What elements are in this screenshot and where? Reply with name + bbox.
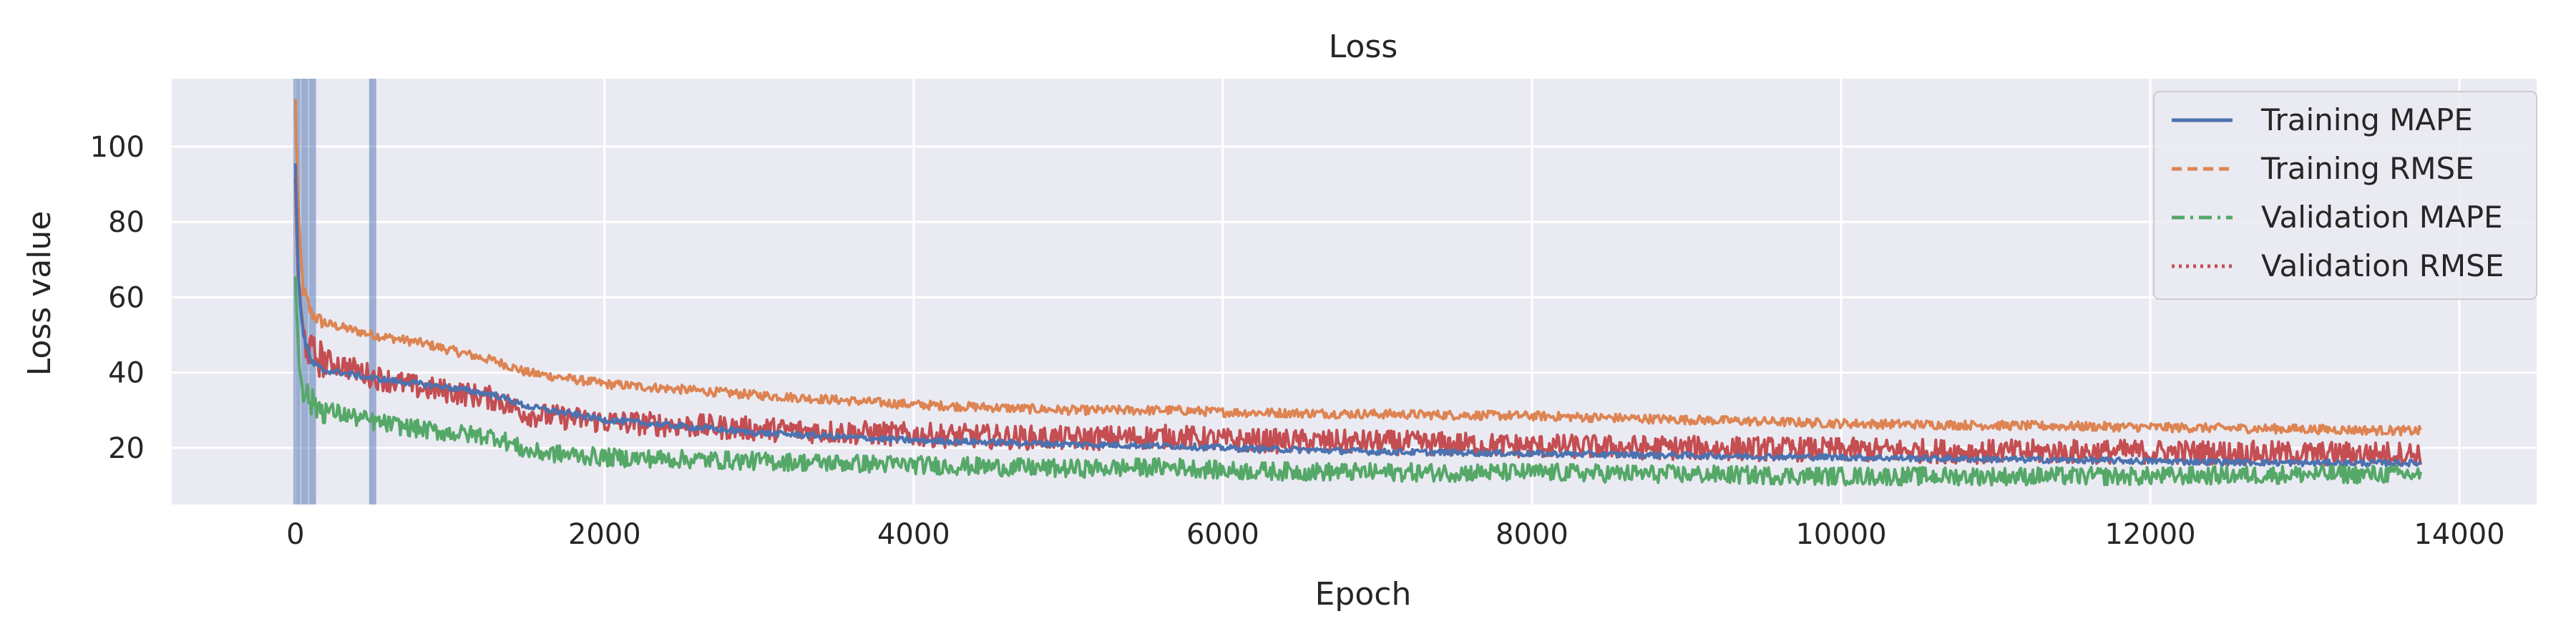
legend-items: Training MAPE Training RMSE Validation MAP… bbox=[2172, 102, 2504, 283]
x-tick-label: 2000 bbox=[568, 518, 641, 551]
x-tick-label: 6000 bbox=[1186, 518, 1259, 551]
y-tick-label: 20 bbox=[108, 432, 145, 465]
y-tick-label: 80 bbox=[108, 206, 145, 239]
series-line-0 bbox=[293, 163, 2422, 468]
x-tick-label: 8000 bbox=[1496, 518, 1568, 551]
x-tick-label: 12000 bbox=[2104, 518, 2195, 551]
legend-label: Training MAPE bbox=[2260, 102, 2473, 137]
series-line-2 bbox=[293, 276, 2422, 487]
tick-labels: 0 2000 4000 6000 8000 10000 12000 14000 20 40 60 80… bbox=[90, 131, 2505, 551]
x-tick-label: 10000 bbox=[1795, 518, 1886, 551]
legend: Training MAPE Training RMSE Validation MAP… bbox=[2153, 91, 2537, 300]
x-tick-label: 0 bbox=[286, 518, 304, 551]
legend-box bbox=[2153, 91, 2537, 300]
x-tick-label: 4000 bbox=[877, 518, 950, 551]
x-axis-label: Epoch bbox=[1315, 576, 1412, 613]
y-tick-label: 60 bbox=[108, 281, 145, 314]
y-tick-label: 100 bbox=[90, 131, 145, 164]
series-lines bbox=[293, 99, 2422, 487]
legend-label: Validation MAPE bbox=[2261, 200, 2503, 235]
legend-label: Training RMSE bbox=[2260, 151, 2474, 186]
y-axis-label: Loss value bbox=[21, 211, 58, 376]
series-line-1 bbox=[293, 99, 2422, 436]
series-line-3 bbox=[293, 177, 2422, 467]
chart-title: Loss bbox=[1329, 29, 1398, 65]
y-tick-label: 40 bbox=[108, 357, 145, 390]
legend-label: Validation RMSE bbox=[2261, 248, 2504, 283]
x-tick-label: 14000 bbox=[2414, 518, 2504, 551]
